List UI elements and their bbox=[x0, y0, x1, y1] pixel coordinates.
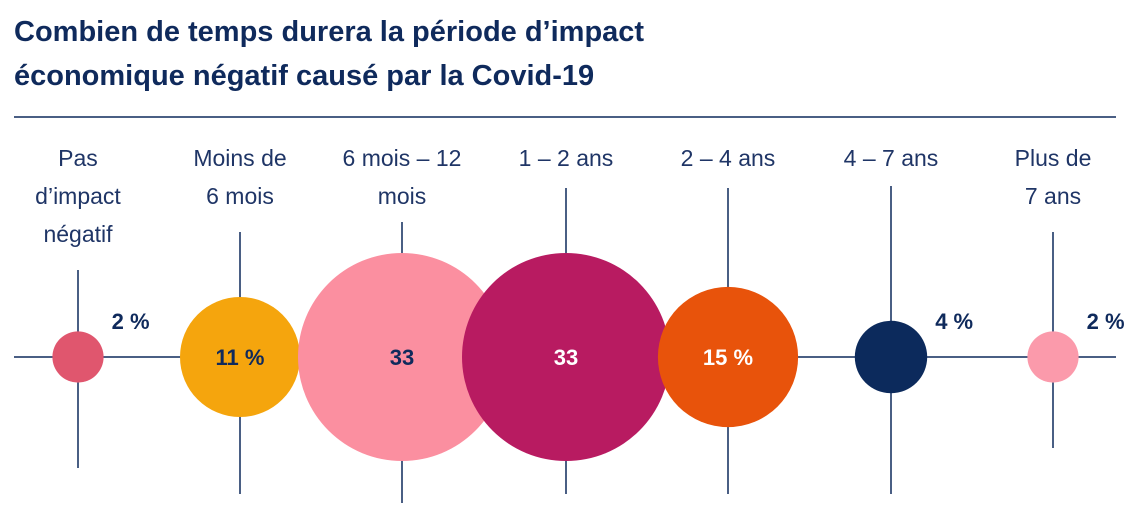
category-label-7: Plus de 7 ans bbox=[1015, 145, 1092, 209]
value-label-5: 15 % bbox=[703, 345, 753, 370]
category-label-1: Pas d’impact négatif bbox=[35, 145, 121, 247]
bubble-1 bbox=[52, 331, 104, 383]
value-label-6: 4 % bbox=[935, 309, 973, 334]
value-label-7: 2 % bbox=[1087, 309, 1125, 334]
bubble-3 bbox=[298, 253, 506, 461]
bubble-2 bbox=[180, 297, 300, 417]
value-label-1: 2 % bbox=[112, 309, 150, 334]
value-label-3: 33 bbox=[390, 345, 414, 370]
value-label-2: 11 % bbox=[216, 345, 265, 370]
category-label-3: 6 mois – 12 mois bbox=[343, 145, 462, 209]
bubble-4 bbox=[462, 253, 670, 461]
bubble-6 bbox=[854, 320, 928, 394]
category-label-2: Moins de 6 mois bbox=[193, 145, 286, 209]
category-label-4: 1 – 2 ans bbox=[519, 145, 614, 171]
category-label-6: 4 – 7 ans bbox=[844, 145, 939, 171]
category-label-5: 2 – 4 ans bbox=[681, 145, 776, 171]
value-label-4: 33 bbox=[554, 345, 578, 370]
chart-title-line-1: Combien de temps durera la période d’imp… bbox=[14, 16, 645, 48]
bubble-5 bbox=[657, 286, 799, 428]
bubble-7 bbox=[1027, 331, 1079, 383]
chart-title-line-2: économique négatif causé par la Covid-19 bbox=[14, 60, 595, 92]
chart-title: Combien de temps durera la période d’imp… bbox=[14, 10, 1114, 98]
